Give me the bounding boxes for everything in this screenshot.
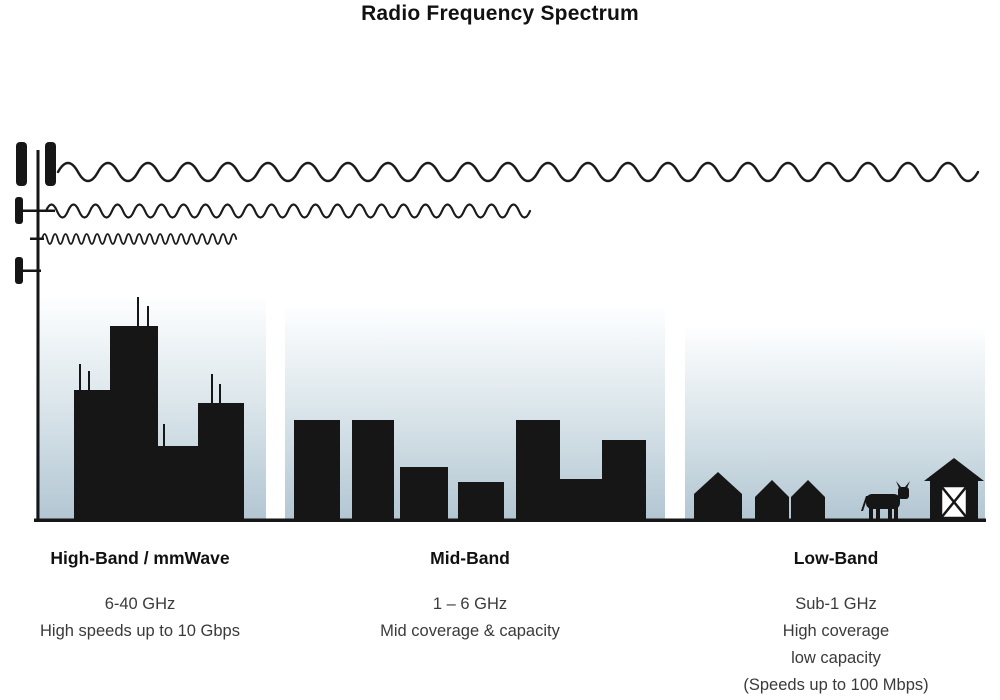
short-wavelength-wave	[41, 233, 238, 245]
band-name-highband: High-Band / mmWave	[50, 548, 230, 568]
page-title: Radio Frequency Spectrum	[361, 2, 639, 25]
house-icon	[694, 472, 742, 520]
cow-icon	[861, 481, 910, 519]
band-description-lowband: low capacity	[791, 649, 881, 667]
band-frequency-lowband: Sub-1 GHz	[795, 595, 877, 613]
band-label-highband: High-Band / mmWave 6-40 GHz High speeds …	[10, 548, 270, 645]
long-wavelength-wave	[56, 161, 980, 183]
rural-scene-icon	[694, 458, 984, 520]
band-name-lowband: Low-Band	[793, 548, 879, 568]
barn-icon	[924, 458, 984, 520]
band-label-midband: Mid-Band 1 – 6 GHz Mid coverage & capaci…	[330, 548, 610, 645]
band-description-highband: High speeds up to 10 Gbps	[40, 622, 240, 640]
ground-line	[34, 518, 986, 522]
city-skyline-icon	[74, 297, 244, 520]
radio-waves	[41, 161, 980, 245]
band-description-midband: Mid coverage & capacity	[380, 622, 560, 640]
house-icon	[791, 480, 825, 520]
spectrum-illustration	[15, 142, 986, 522]
town-skyline-icon	[294, 420, 646, 520]
band-frequency-highband: 6-40 GHz	[104, 595, 176, 613]
cell-tower-icon	[15, 142, 56, 520]
medium-wavelength-wave	[44, 203, 532, 219]
band-description-lowband: High coverage	[782, 622, 890, 640]
band-name-midband: Mid-Band	[430, 548, 510, 568]
band-label-lowband: Low-Band Sub-1 GHz High coverage low cap…	[690, 548, 982, 699]
house-icon	[755, 480, 789, 520]
band-description-lowband: (Speeds up to 100 Mbps)	[743, 676, 929, 694]
band-frequency-midband: 1 – 6 GHz	[432, 595, 508, 613]
